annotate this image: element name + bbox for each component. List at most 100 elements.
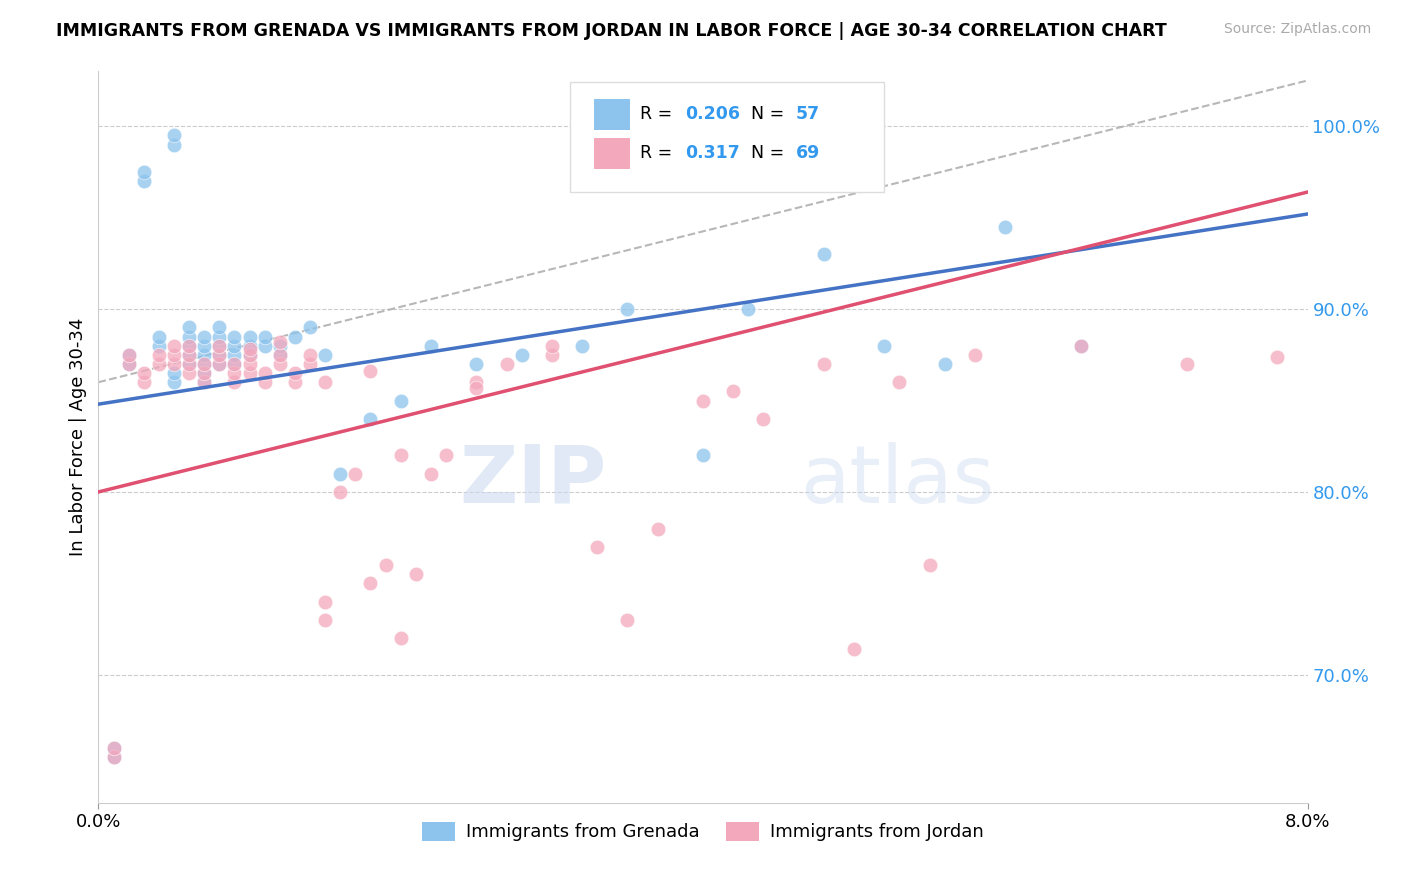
Point [374,558,396,573]
Point [495,357,517,371]
Point [193,348,215,362]
Point [208,338,231,352]
Point [813,247,835,261]
Point [132,165,155,179]
Point [224,348,246,362]
Point [389,631,412,645]
Point [148,357,170,371]
Point [616,301,638,316]
Point [889,375,911,389]
Point [179,348,201,362]
Point [1267,350,1289,364]
Text: ZIP: ZIP [458,442,606,520]
Point [1175,357,1198,371]
Point [314,613,336,627]
Point [465,381,488,395]
Point [616,613,638,627]
Point [647,521,669,535]
Point [103,750,125,764]
Point [314,348,336,362]
Point [253,329,276,343]
Point [465,357,488,371]
Point [208,357,231,371]
Point [239,343,262,357]
Point [208,357,231,371]
Point [253,366,276,380]
Point [253,338,276,352]
Point [163,357,186,371]
Point [918,558,941,573]
Point [540,338,562,352]
Point [284,329,307,343]
Point [284,375,307,389]
Point [1070,338,1092,352]
Y-axis label: In Labor Force | Age 30-34: In Labor Force | Age 30-34 [69,318,87,557]
Point [269,357,291,371]
Point [329,484,352,499]
Point [193,338,215,352]
Point [224,375,246,389]
Point [571,338,593,352]
Point [269,334,291,349]
Point [118,348,141,362]
Point [723,384,745,399]
Text: 69: 69 [796,144,820,161]
Point [360,364,382,378]
Point [239,338,262,352]
Point [737,301,759,316]
Point [1070,338,1092,352]
Point [224,338,246,352]
Point [132,375,155,389]
Point [540,348,562,362]
Point [224,366,246,380]
Point [208,338,231,352]
Point [269,338,291,352]
Point [873,338,896,352]
Text: Source: ZipAtlas.com: Source: ZipAtlas.com [1223,22,1371,37]
Point [224,357,246,371]
Point [239,357,262,371]
Point [163,375,186,389]
Point [163,128,186,143]
Point [193,357,215,371]
Point [193,375,215,389]
Point [510,348,533,362]
Text: R =: R = [640,104,678,123]
Point [465,375,488,389]
Point [179,338,201,352]
Point [269,348,291,362]
Point [208,329,231,343]
Point [193,366,215,380]
Point [314,375,336,389]
Point [148,348,170,362]
Point [179,338,201,352]
Point [239,366,262,380]
Bar [595,99,630,130]
Point [103,740,125,755]
Point [284,366,307,380]
Point [586,540,609,554]
Point [434,448,457,462]
Point [103,750,125,764]
Text: atlas: atlas [800,442,994,520]
Point [239,348,262,362]
Point [179,329,201,343]
Point [118,357,141,371]
Text: 57: 57 [796,104,820,123]
Point [179,320,201,334]
Point [994,219,1017,234]
Text: N =: N = [751,144,790,161]
Point [132,174,155,188]
Point [224,357,246,371]
Point [420,338,443,352]
Text: 0.206: 0.206 [685,104,740,123]
Point [163,338,186,352]
Point [344,467,367,481]
Point [163,366,186,380]
Point [813,357,835,371]
Point [299,348,322,362]
Point [193,375,215,389]
Point [179,357,201,371]
Point [360,576,382,591]
Point [208,348,231,362]
